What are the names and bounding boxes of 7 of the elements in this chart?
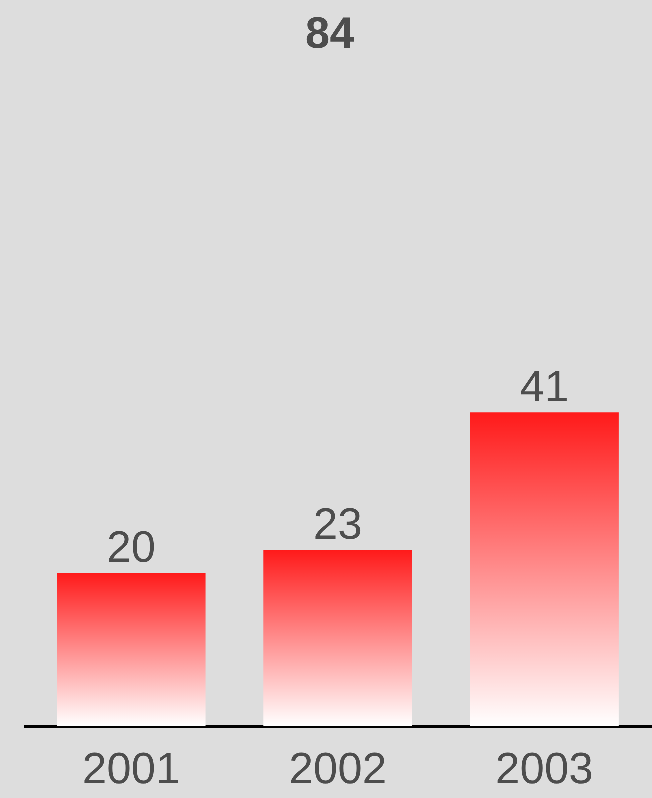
data-label: 20 (106, 523, 156, 572)
data-label: 41 (520, 362, 570, 412)
x-tick-label: 2003 (496, 744, 594, 794)
x-tick-label: 2002 (289, 744, 387, 794)
annotation: 84 (306, 9, 355, 58)
x-tick-label: 2001 (82, 744, 180, 794)
data-label: 23 (314, 500, 362, 550)
